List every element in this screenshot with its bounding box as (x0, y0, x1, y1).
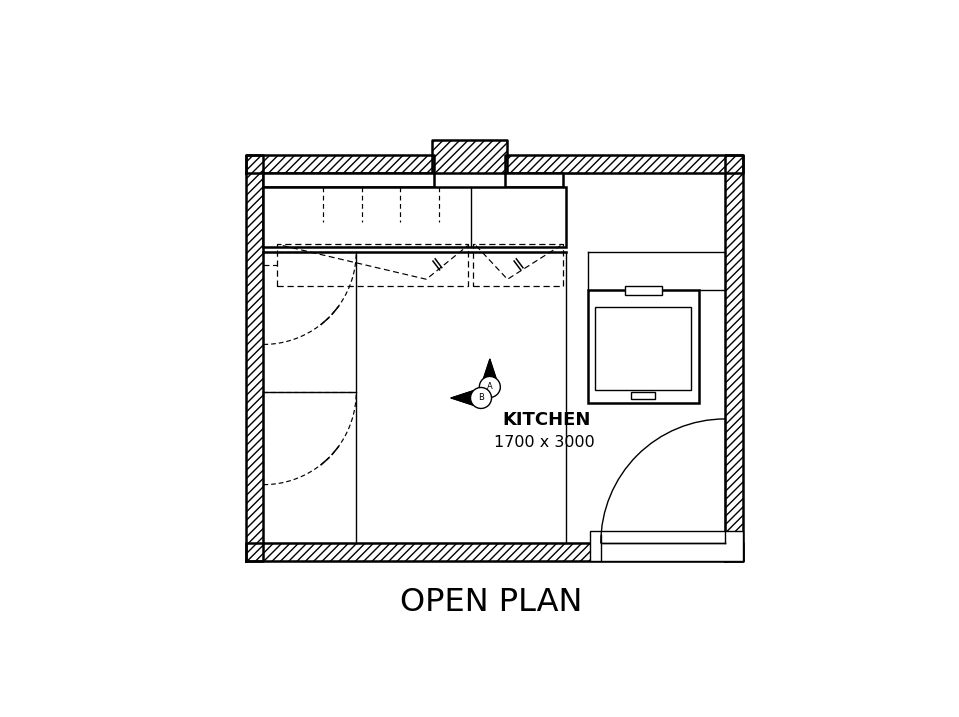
Bar (264, 173, 433, 186)
Text: OPEN PLAN: OPEN PLAN (400, 587, 583, 618)
Text: A: A (487, 382, 493, 391)
Bar (264, 186, 566, 247)
Bar (588, 290, 698, 404)
Circle shape (480, 376, 501, 397)
Polygon shape (432, 140, 507, 173)
Polygon shape (246, 543, 742, 561)
Polygon shape (480, 359, 500, 390)
Text: B: B (478, 394, 484, 402)
Bar (625, 286, 662, 295)
Text: KITCHEN: KITCHEN (503, 411, 591, 429)
Bar (590, 531, 742, 561)
Polygon shape (725, 155, 742, 561)
Polygon shape (451, 388, 481, 408)
Circle shape (471, 387, 492, 409)
Bar (631, 392, 655, 399)
Polygon shape (246, 155, 264, 561)
Polygon shape (246, 155, 433, 173)
Bar (596, 307, 691, 390)
Polygon shape (505, 155, 742, 173)
Bar (505, 173, 563, 186)
Text: 1700 x 3000: 1700 x 3000 (494, 435, 595, 450)
